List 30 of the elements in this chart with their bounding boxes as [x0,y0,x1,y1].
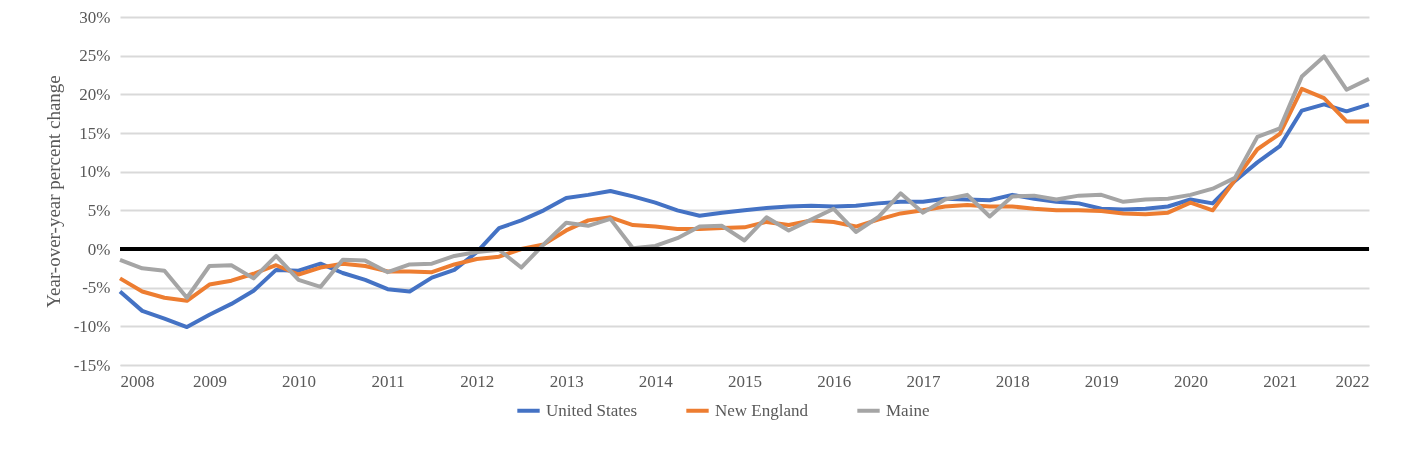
x-tick-label: 2009 [192,371,227,391]
y-tick-label: 30% [79,7,111,27]
y-tick-label: -10% [73,316,111,336]
y-tick-label: 25% [79,46,111,66]
x-tick-label: 2021 [1263,371,1298,391]
line-series [118,102,1371,330]
x-tick-label: 2020 [1173,371,1208,391]
legend-label: New England [715,400,809,420]
x-tick-label: 2014 [638,371,674,391]
x-tick-label: 2012 [460,371,495,391]
x-tick-label: 2022 [1335,371,1370,391]
y-tick-label: -15% [73,355,111,375]
y-tick-label: 5% [87,200,111,220]
x-tick-label: 2017 [906,371,942,391]
y-tick-label: -5% [82,278,111,298]
legend-label: United States [546,400,638,420]
y-tick-label: 10% [79,162,111,182]
y-axis-title: Year-over-year percent change [42,75,64,308]
x-tick-label: 2013 [549,371,584,391]
x-tick-label: 2019 [1084,371,1119,391]
y-tick-label: 15% [79,123,111,143]
legend-label: Maine [886,400,930,420]
y-tick-label: 20% [79,84,111,104]
x-tick-label: 2010 [282,371,317,391]
x-tick-label: 2015 [728,371,762,391]
x-tick-label: 2016 [817,371,852,391]
y-tick-label: 0% [87,239,111,259]
x-tick-label: 2018 [995,371,1030,391]
x-tick-label: 2008 [120,371,155,391]
x-tick-label: 2011 [371,371,405,391]
